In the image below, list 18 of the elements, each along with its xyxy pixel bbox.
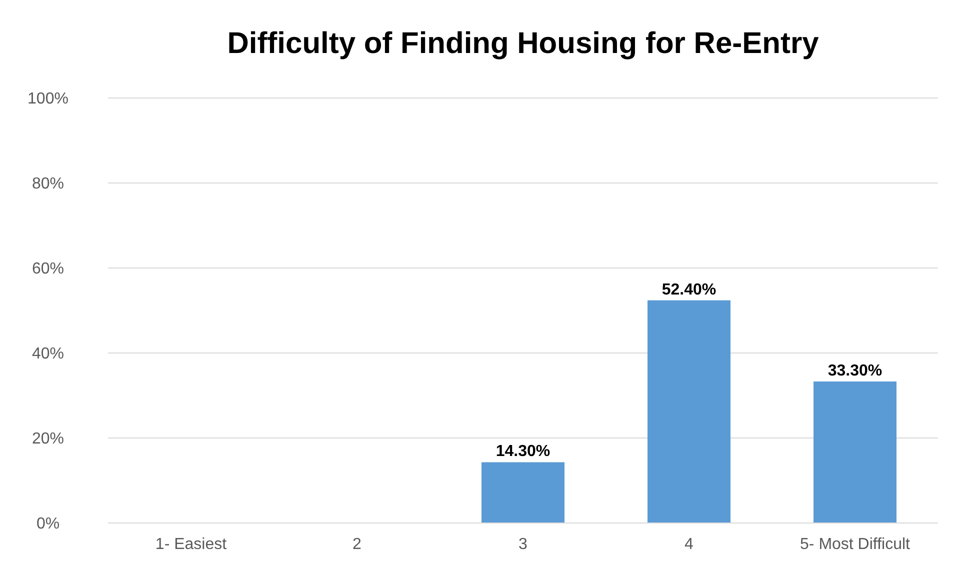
x-tick-label: 4 [684, 536, 694, 553]
bar [814, 381, 896, 523]
chart-title: Difficulty of Finding Housing for Re-Entry [227, 27, 820, 60]
data-label: 33.30% [828, 362, 882, 380]
bar [648, 300, 730, 523]
x-tick-label: 3 [518, 536, 528, 553]
x-tick-label: 2 [352, 536, 362, 553]
y-tick-label: 100% [28, 90, 68, 108]
y-tick-label: 80% [32, 176, 64, 193]
y-tick-label: 0% [36, 516, 60, 533]
bar [482, 462, 564, 523]
y-tick-label: 20% [32, 430, 64, 448]
x-tick-label: 1- Easiest [155, 536, 228, 553]
y-tick-label: 40% [32, 346, 64, 363]
y-tick-label: 60% [32, 260, 64, 278]
data-label: 14.30% [496, 443, 550, 460]
data-label: 52.40% [662, 281, 716, 298]
x-tick-label: 5- Most Difficult [800, 536, 911, 553]
